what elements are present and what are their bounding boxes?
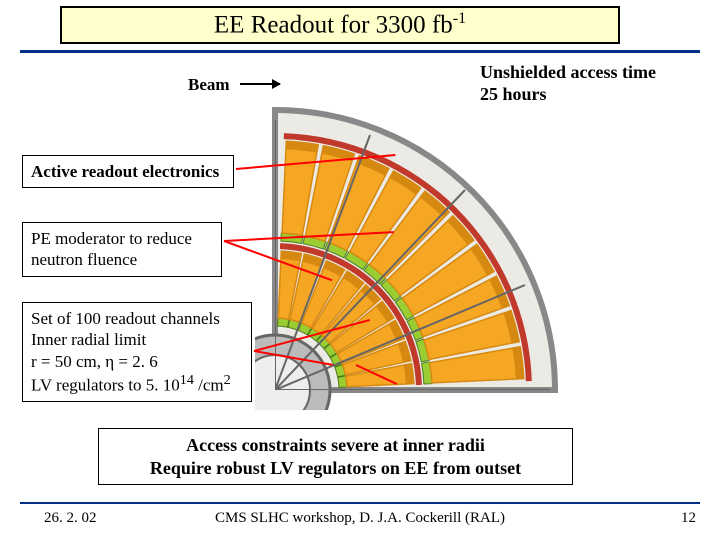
pe-l1: PE moderator to reduce bbox=[31, 229, 192, 248]
conclusion-l2: Require robust LV regulators on EE from … bbox=[150, 458, 521, 478]
beam-arrow-icon bbox=[240, 83, 280, 85]
set-l3a: r = 50 cm, bbox=[31, 352, 105, 371]
active-electronics-text: Active readout electronics bbox=[31, 162, 219, 181]
title-sup: -1 bbox=[453, 10, 466, 27]
set-l3b: = 2. 6 bbox=[114, 352, 158, 371]
active-electronics-box: Active readout electronics bbox=[22, 155, 234, 188]
beam-label: Beam bbox=[188, 75, 230, 95]
set-l2: Inner radial limit bbox=[31, 330, 146, 349]
eta-symbol: η bbox=[105, 352, 114, 371]
unshielded-l1: Unshielded access time bbox=[480, 62, 656, 82]
page-title: EE Readout for 3300 fb-1 bbox=[60, 6, 620, 44]
detector-diagram bbox=[255, 100, 670, 410]
footer-date: 26. 2. 02 bbox=[44, 510, 97, 527]
footer-credit: CMS SLHC workshop, D. J.A. Cockerill (RA… bbox=[215, 510, 505, 527]
pe-moderator-box: PE moderator to reduce neutron fluence bbox=[22, 222, 222, 277]
set-l4b: /cm bbox=[194, 375, 224, 394]
readout-channels-box: Set of 100 readout channels Inner radial… bbox=[22, 302, 252, 402]
set-l1: Set of 100 readout channels bbox=[31, 309, 220, 328]
pe-l2: neutron fluence bbox=[31, 250, 137, 269]
footer-page-number: 12 bbox=[681, 510, 696, 527]
conclusion-box: Access constraints severe at inner radii… bbox=[98, 428, 573, 485]
title-text: EE Readout for 3300 fb bbox=[214, 12, 453, 39]
footer-divider bbox=[20, 502, 700, 504]
set-l4a: LV regulators to 5. 10 bbox=[31, 375, 180, 394]
set-l4-sup2: 2 bbox=[224, 372, 231, 388]
title-underline bbox=[20, 50, 700, 53]
set-l4-sup: 14 bbox=[180, 372, 194, 388]
conclusion-l1: Access constraints severe at inner radii bbox=[186, 435, 485, 455]
unshielded-label: Unshielded access time 25 hours bbox=[480, 62, 656, 105]
